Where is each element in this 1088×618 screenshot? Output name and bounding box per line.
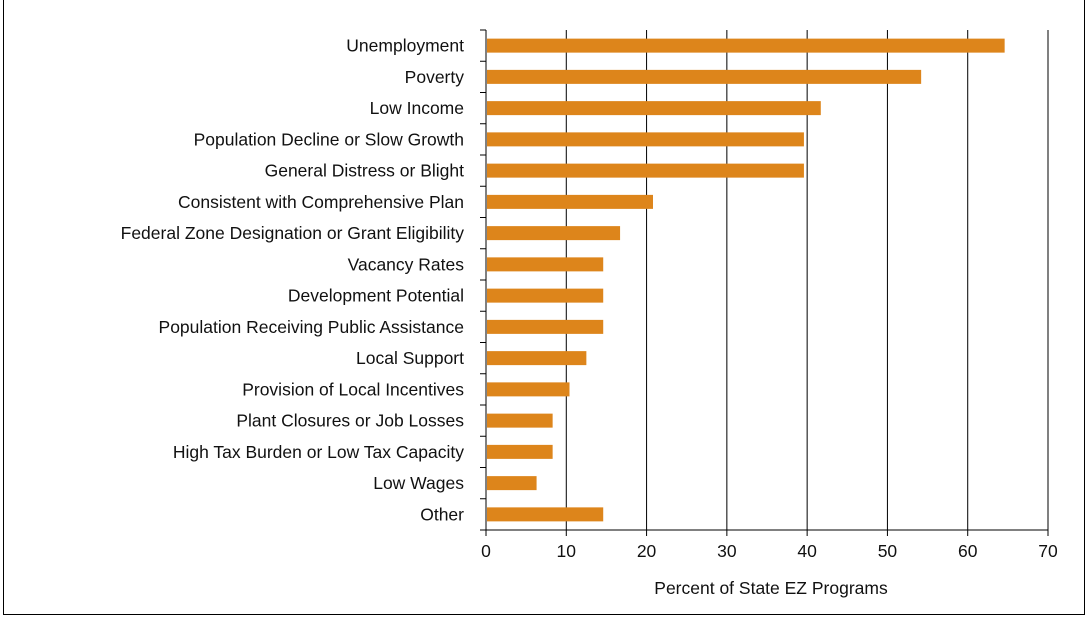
x-tick-label: 20 xyxy=(637,541,657,561)
bar xyxy=(487,257,604,272)
bar xyxy=(487,69,922,84)
category-label: Low Income xyxy=(370,98,464,118)
category-label: General Distress or Blight xyxy=(265,161,465,181)
bar xyxy=(487,288,604,303)
x-tick-label: 10 xyxy=(557,541,577,561)
category-labels: Unemployment Poverty Low Income Population … xyxy=(121,36,465,525)
bar xyxy=(487,413,553,428)
bar xyxy=(487,476,537,491)
category-label: Population Receiving Public Assistance xyxy=(159,317,464,337)
bars xyxy=(487,38,1005,522)
x-tick-labels: 0 10 20 30 40 50 60 70 xyxy=(481,541,1058,561)
bar xyxy=(487,444,553,459)
category-label: Other xyxy=(420,504,464,524)
category-label: Plant Closures or Job Losses xyxy=(236,411,464,431)
x-axis-title: Percent of State EZ Programs xyxy=(654,578,888,598)
category-label: Local Support xyxy=(356,348,464,368)
x-tick-label: 60 xyxy=(958,541,978,561)
bar xyxy=(487,132,804,147)
bar xyxy=(487,319,604,334)
bar xyxy=(487,507,604,522)
bar xyxy=(487,382,570,397)
category-label: Vacancy Rates xyxy=(348,254,465,274)
category-label: Population Decline or Slow Growth xyxy=(194,129,464,149)
bar xyxy=(487,194,653,209)
axes xyxy=(480,29,1049,536)
category-label: Development Potential xyxy=(288,286,464,306)
category-label: Unemployment xyxy=(346,36,464,56)
x-tick-label: 30 xyxy=(717,541,737,561)
category-label: High Tax Burden or Low Tax Capacity xyxy=(173,442,464,462)
x-tick-label: 50 xyxy=(878,541,898,561)
bar xyxy=(487,101,821,116)
x-tick-label: 40 xyxy=(797,541,817,561)
category-label: Provision of Local Incentives xyxy=(242,379,464,399)
bar xyxy=(487,226,621,241)
category-label: Poverty xyxy=(405,67,465,87)
category-label: Low Wages xyxy=(373,473,464,493)
bar xyxy=(487,38,1005,53)
x-tick-label: 0 xyxy=(481,541,491,561)
x-tick-label: 70 xyxy=(1038,541,1058,561)
bar xyxy=(487,351,587,366)
category-label: Federal Zone Designation or Grant Eligib… xyxy=(121,223,465,243)
bar xyxy=(487,163,804,178)
category-label: Consistent with Comprehensive Plan xyxy=(178,192,464,212)
